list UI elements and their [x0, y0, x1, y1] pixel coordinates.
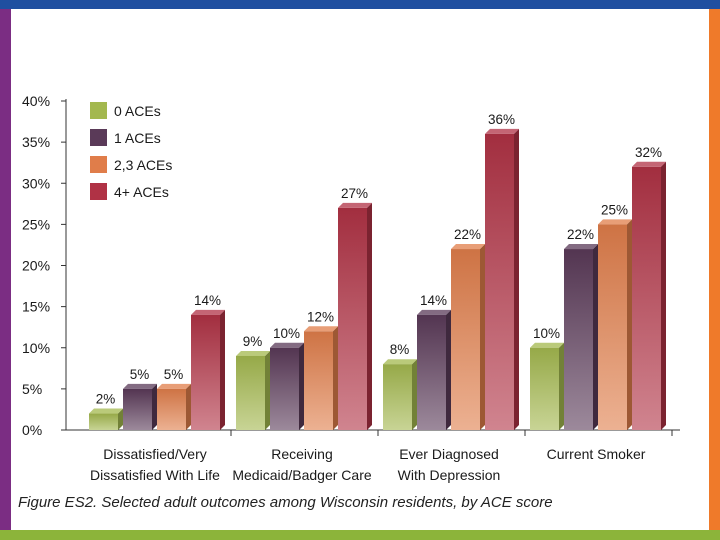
- y-tick-label: 5%: [22, 381, 42, 397]
- bar-value-label: 8%: [390, 342, 410, 357]
- y-tick-label: 30%: [22, 175, 50, 191]
- bar-side: [514, 128, 519, 430]
- bar-top: [236, 350, 270, 356]
- bar-side: [661, 161, 666, 431]
- category-label: Dissatisfied/Very: [103, 446, 206, 462]
- bar-side: [220, 309, 225, 430]
- bar: [485, 133, 514, 430]
- bar-value-label: 2%: [96, 392, 116, 407]
- category-label: Ever Diagnosed: [399, 446, 499, 462]
- bar-top: [383, 359, 417, 365]
- bar-top: [270, 342, 304, 348]
- bar-top: [451, 244, 485, 250]
- bar-side: [299, 342, 304, 430]
- bar-side: [559, 342, 564, 430]
- bar: [383, 364, 412, 430]
- bar-top: [191, 309, 225, 315]
- bar: [598, 224, 627, 430]
- bar-top: [417, 309, 451, 315]
- bar-top: [530, 342, 564, 348]
- legend-label: 2,3 ACEs: [114, 157, 172, 173]
- bar: [123, 388, 152, 430]
- bar-top: [123, 383, 157, 389]
- y-tick-label: 10%: [22, 340, 50, 356]
- bar-side: [593, 244, 598, 430]
- frame-left-bar: [0, 9, 11, 530]
- bar: [191, 314, 220, 430]
- y-tick-label: 0%: [22, 422, 42, 438]
- frame-top-bar: [0, 0, 720, 9]
- bar-side: [480, 244, 485, 430]
- bar: [632, 166, 661, 431]
- bar-side: [186, 383, 191, 430]
- frame-right-bar: [709, 9, 720, 530]
- bar-top: [598, 219, 632, 225]
- bar: [236, 355, 265, 430]
- bar-value-label: 10%: [273, 326, 300, 341]
- bar-side: [412, 359, 417, 430]
- frame-bottom-bar: [0, 530, 720, 540]
- bar-top: [632, 161, 666, 167]
- bar-side: [333, 326, 338, 430]
- bar: [304, 331, 333, 430]
- legend-label: 0 ACEs: [114, 103, 161, 119]
- y-tick-label: 25%: [22, 216, 50, 232]
- bar: [338, 207, 367, 430]
- category-label: Dissatisfied With Life: [90, 467, 220, 483]
- legend-swatch: [90, 129, 107, 146]
- category-label: Receiving: [271, 446, 332, 462]
- bar-side: [265, 350, 270, 430]
- bar-side: [627, 219, 632, 430]
- category-label: With Depression: [398, 467, 501, 483]
- bar-value-label: 14%: [420, 293, 447, 308]
- bar-value-label: 27%: [341, 186, 368, 201]
- bar-value-label: 36%: [488, 112, 515, 127]
- legend-label: 4+ ACEs: [114, 184, 169, 200]
- y-tick-label: 20%: [22, 258, 50, 274]
- bar-value-label: 14%: [194, 293, 221, 308]
- bar: [530, 347, 559, 430]
- bar-top: [304, 326, 338, 332]
- legend-swatch: [90, 156, 107, 173]
- bar-side: [367, 202, 372, 430]
- category-label: Current Smoker: [547, 446, 646, 462]
- legend-swatch: [90, 102, 107, 119]
- bar-top: [564, 244, 598, 250]
- bar: [157, 388, 186, 430]
- bar-value-label: 32%: [635, 145, 662, 160]
- bar: [451, 249, 480, 430]
- bar-value-label: 10%: [533, 326, 560, 341]
- bar: [270, 347, 299, 430]
- bar-value-label: 9%: [243, 334, 263, 349]
- category-label: Medicaid/Badger Care: [232, 467, 372, 483]
- bar-value-label: 12%: [307, 309, 334, 324]
- bar: [564, 249, 593, 430]
- bar-top: [89, 408, 123, 414]
- bar-top: [338, 202, 372, 208]
- bar-side: [152, 383, 157, 430]
- y-tick-label: 35%: [22, 134, 50, 150]
- bar-value-label: 25%: [601, 202, 628, 217]
- figure-caption: Figure ES2. Selected adult outcomes amon…: [18, 494, 553, 511]
- bar-value-label: 5%: [130, 367, 150, 382]
- bar-side: [118, 408, 123, 430]
- legend-label: 1 ACEs: [114, 130, 161, 146]
- y-tick-label: 15%: [22, 299, 50, 315]
- bar-top: [485, 128, 519, 134]
- y-tick-label: 40%: [22, 93, 50, 109]
- bar: [417, 314, 446, 430]
- bar-value-label: 5%: [164, 367, 184, 382]
- legend-swatch: [90, 183, 107, 200]
- bar-value-label: 22%: [567, 227, 594, 242]
- bar-side: [446, 309, 451, 430]
- bar-top: [157, 383, 191, 389]
- bar: [89, 413, 118, 430]
- bar-value-label: 22%: [454, 227, 481, 242]
